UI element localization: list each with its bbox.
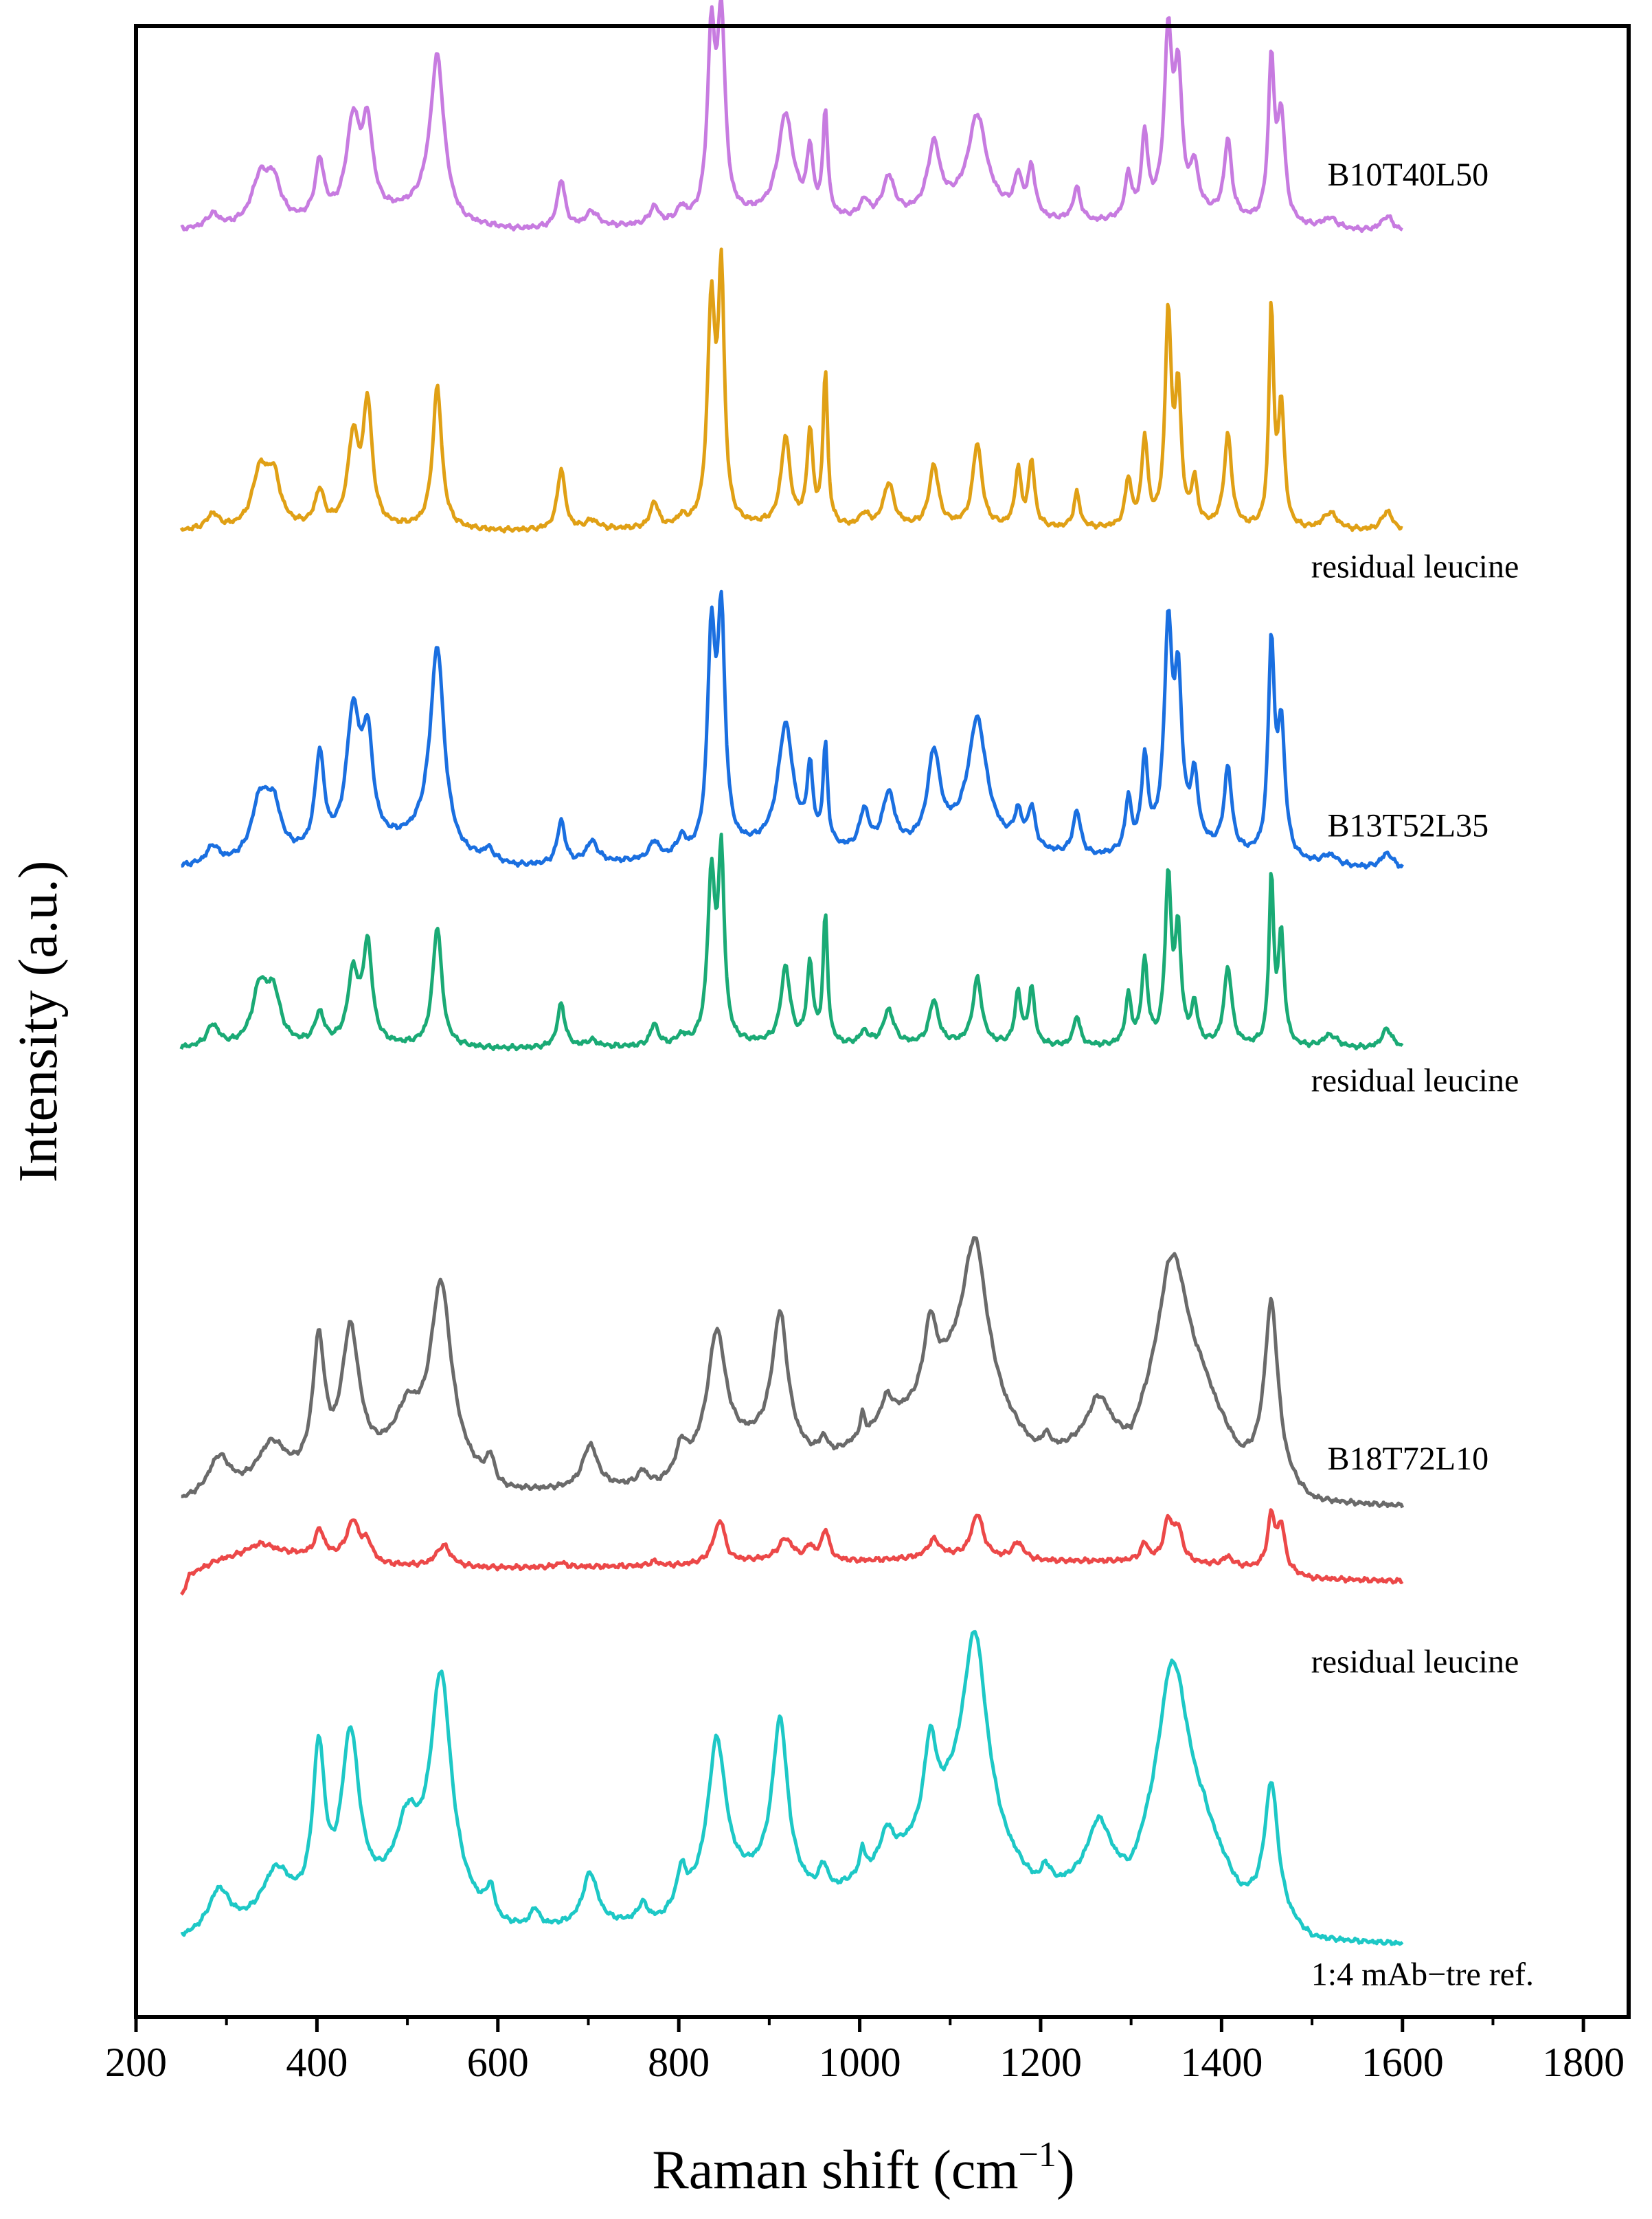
series-line-6 bbox=[180, 1630, 1404, 1946]
x-tick-label-1400: 1400 bbox=[1180, 2040, 1263, 2085]
series-layer bbox=[179, 0, 1405, 1946]
x-tick-label-600: 600 bbox=[467, 2040, 529, 2085]
series-line-3 bbox=[179, 833, 1404, 1052]
x-ticks: 200 400 600 800 1000 1200 1400 1600 1800 bbox=[105, 2017, 1625, 2085]
x-tick-label-1600: 1600 bbox=[1361, 2040, 1444, 2085]
plot-frame bbox=[134, 24, 1631, 2019]
x-axis-title-close: ) bbox=[1056, 2140, 1075, 2200]
series-label-1: residual leucine bbox=[1311, 549, 1519, 585]
x-tick-label-1200: 1200 bbox=[999, 2040, 1082, 2085]
series-label-4: B18T72L10 bbox=[1327, 1441, 1489, 1477]
series-labels: B10T40L50 residual leucine B13T52L35 residu… bbox=[1311, 157, 1534, 1993]
series-label-0: B10T40L50 bbox=[1327, 157, 1489, 193]
series-line-5 bbox=[180, 1508, 1404, 1596]
series-label-5: residual leucine bbox=[1311, 1644, 1519, 1680]
x-axis-title-main: Raman shift (cm bbox=[652, 2140, 1018, 2200]
x-axis-title: Raman shift (cm−1) bbox=[652, 2135, 1074, 2200]
series-label-2: B13T52L35 bbox=[1327, 807, 1489, 844]
x-tick-label-800: 800 bbox=[648, 2040, 710, 2085]
y-axis-title: Intensity (a.u.) bbox=[8, 861, 69, 1183]
series-label-6: 1:4 mAb−tre ref. bbox=[1311, 1957, 1534, 1993]
series-line-0 bbox=[180, 0, 1403, 234]
x-tick-label-1800: 1800 bbox=[1542, 2040, 1625, 2085]
series-line-2 bbox=[181, 589, 1404, 870]
x-tick-label-200: 200 bbox=[105, 2040, 167, 2085]
x-tick-label-1000: 1000 bbox=[819, 2040, 901, 2085]
series-label-3: residual leucine bbox=[1311, 1062, 1519, 1099]
series-line-4 bbox=[181, 1236, 1405, 1509]
series-line-1 bbox=[179, 247, 1403, 534]
x-tick-label-400: 400 bbox=[286, 2040, 348, 2085]
x-axis-title-sup: −1 bbox=[1019, 2135, 1056, 2174]
